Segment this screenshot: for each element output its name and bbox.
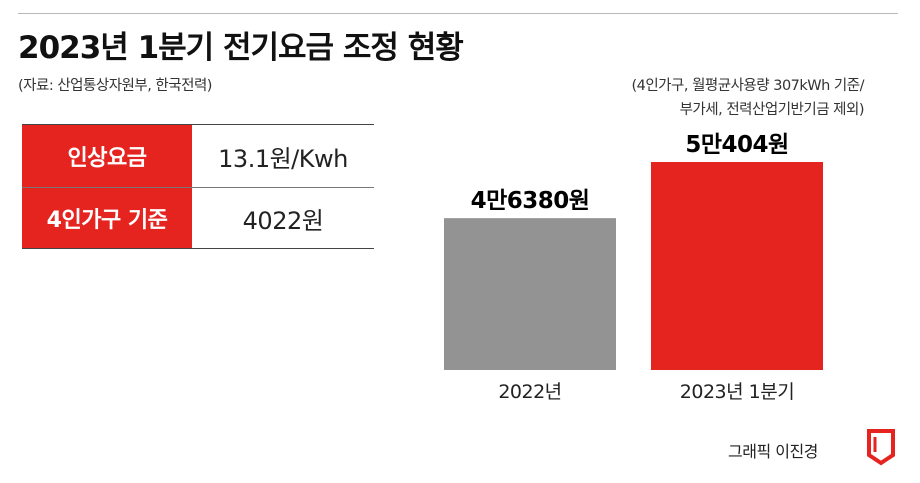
bar-value-label: 5만404원 [685, 132, 788, 158]
source-note: (자료: 산업통상자원부, 한국전력) [18, 78, 212, 94]
category-label: 2022년 [498, 381, 561, 403]
category-label: 2023년 1분기 [680, 381, 794, 403]
graphic-credit: 그래픽 이진경 [728, 442, 818, 461]
table-value: 13.1원/Kwh [218, 144, 348, 173]
rate-table: 인상요금 13.1원/Kwh 4인가구 기준 4022원 [22, 124, 374, 249]
page-title: 2023년 1분기 전기요금 조정 현황 [18, 30, 464, 66]
table-value: 4022원 [242, 206, 324, 235]
table-row-rate-increase: 인상요금 13.1원/Kwh [22, 124, 374, 187]
bar-1 [444, 218, 616, 370]
table-key: 인상요금 [22, 125, 192, 187]
table-bottom-rule [22, 248, 374, 249]
basis-note: (4인가구, 월평균사용량 307kWh 기준/ 부가세, 전력산업기반기금 제… [631, 74, 864, 122]
table-key: 4인가구 기준 [22, 188, 192, 248]
table-row-household: 4인가구 기준 4022원 [22, 187, 374, 248]
bar-2 [651, 162, 823, 370]
bar-value-label: 4만6380원 [471, 188, 590, 214]
publisher-logo-icon [867, 429, 895, 466]
basis-note-line-2: 부가세, 전력산업기반기금 제외) [679, 102, 865, 118]
basis-note-line-1: (4인가구, 월평균사용량 307kWh 기준/ [631, 78, 864, 94]
top-rule [18, 13, 898, 14]
